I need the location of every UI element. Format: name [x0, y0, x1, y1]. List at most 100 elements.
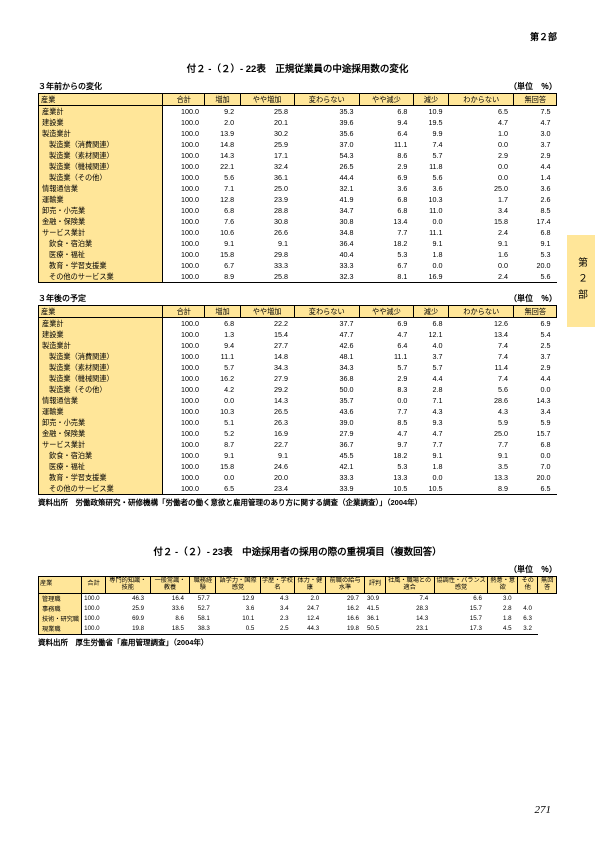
- cell: 18.2: [359, 450, 413, 461]
- cell: 100.0: [163, 351, 205, 362]
- table-row: 産業計100.09.225.835.36.810.96.57.5: [39, 106, 557, 118]
- cell: 16.2: [205, 373, 240, 384]
- row-label: その他のサービス業: [39, 271, 163, 283]
- row-label: 技術・研究職: [39, 614, 82, 624]
- cell: 5.6: [205, 172, 240, 183]
- cell: 1.3: [205, 329, 240, 340]
- cell: 4.7: [359, 428, 413, 439]
- col-header: 無回答: [514, 306, 557, 318]
- cell: 10.5: [413, 483, 448, 495]
- cell: 100.0: [163, 106, 205, 118]
- table-row: 管理職100.046.316.457.712.94.32.029.730.97.…: [39, 593, 557, 604]
- table-row: 医療・福祉100.015.824.642.15.31.83.57.0: [39, 461, 557, 472]
- cell: 2.0: [295, 593, 326, 604]
- cell: 3.6: [216, 604, 261, 614]
- cell: 18.2: [359, 238, 413, 249]
- cell: 8.9: [449, 483, 514, 495]
- cell: 14.3: [240, 395, 294, 406]
- cell: 5.6: [413, 172, 448, 183]
- cell: 19.5: [413, 117, 448, 128]
- cell: 0.5: [216, 624, 261, 635]
- cell: 13.4: [449, 329, 514, 340]
- cell: 100.0: [163, 172, 205, 183]
- col-header: 前職の給与水準: [325, 577, 365, 594]
- cell: 2.0: [205, 117, 240, 128]
- row-label: 製造業（素材関連）: [39, 150, 163, 161]
- cell: 58.1: [190, 614, 216, 624]
- col-header: その他: [518, 577, 538, 594]
- cell: 100.0: [163, 340, 205, 351]
- cell: 100.0: [163, 249, 205, 260]
- cell: 2.9: [449, 150, 514, 161]
- cell: 12.8: [205, 194, 240, 205]
- cell: 17.3: [434, 624, 488, 635]
- cell: 6.8: [205, 205, 240, 216]
- cell: 25.9: [106, 604, 151, 614]
- cell: 3.6: [359, 183, 413, 194]
- col-header: 専門的知識・技能: [106, 577, 151, 594]
- cell: 15.8: [205, 461, 240, 472]
- col-header: 社風・職場との適合: [385, 577, 434, 594]
- cell: 1.8: [413, 461, 448, 472]
- table-row: 飲食・宿泊業100.09.19.136.418.29.19.19.1: [39, 238, 557, 249]
- cell: 44.4: [294, 172, 359, 183]
- table-row: 情報通信業100.07.125.032.13.63.625.03.6: [39, 183, 557, 194]
- cell: 24.6: [240, 461, 294, 472]
- cell: 25.0: [449, 428, 514, 439]
- cell: 4.4: [413, 373, 448, 384]
- cell: 100.0: [163, 139, 205, 150]
- col-header: やや減少: [359, 94, 413, 106]
- cell: 34.3: [240, 362, 294, 373]
- col-header: 無回答: [514, 94, 557, 106]
- cell: 20.0: [240, 472, 294, 483]
- cell: 2.5: [514, 340, 557, 351]
- row-label: 建設業: [39, 329, 163, 340]
- cell: 39.0: [294, 417, 359, 428]
- cell: 100.0: [163, 362, 205, 373]
- table-row: 製造業（素材関連）100.014.317.154.38.65.72.92.9: [39, 150, 557, 161]
- cell: 13.3: [359, 472, 413, 483]
- row-label: 教育・学習支援業: [39, 260, 163, 271]
- cell: 100.0: [82, 604, 106, 614]
- cell: 6.9: [359, 172, 413, 183]
- cell: 0.0: [205, 395, 240, 406]
- cell: 52.7: [190, 604, 216, 614]
- row-label: 製造業（機械関連）: [39, 373, 163, 384]
- cell: 35.7: [294, 395, 359, 406]
- row-label: 飲食・宿泊業: [39, 238, 163, 249]
- table-row: 建設業100.01.315.447.74.712.113.45.4: [39, 329, 557, 340]
- cell: 4.7: [359, 329, 413, 340]
- cell: 14.8: [205, 139, 240, 150]
- table-row: 金融・保険業100.05.216.927.94.74.725.015.7: [39, 428, 557, 439]
- cell: 100.0: [163, 271, 205, 283]
- cell: 34.7: [294, 205, 359, 216]
- col-header: 減少: [413, 306, 448, 318]
- cell: 25.8: [240, 271, 294, 283]
- cell: 0.0: [449, 172, 514, 183]
- cell: 100.0: [163, 183, 205, 194]
- cell: 100.0: [163, 205, 205, 216]
- cell: 34.8: [294, 227, 359, 238]
- cell: 25.0: [240, 183, 294, 194]
- table-row: サービス業計100.010.626.634.87.711.12.46.8: [39, 227, 557, 238]
- col-header: 職務経験: [190, 577, 216, 594]
- cell: 100.0: [163, 395, 205, 406]
- cell: 28.3: [385, 604, 434, 614]
- cell: 14.3: [514, 395, 557, 406]
- cell: 3.0: [514, 128, 557, 139]
- col-header: やや減少: [359, 306, 413, 318]
- cell: 22.1: [205, 161, 240, 172]
- cell: 50.0: [294, 384, 359, 395]
- col-header: 体力・健康: [295, 577, 326, 594]
- row-label: 運輸業: [39, 406, 163, 417]
- row-label: 教育・学習支援業: [39, 472, 163, 483]
- cell: 69.9: [106, 614, 151, 624]
- cell: 1.7: [449, 194, 514, 205]
- cell: 5.6: [514, 271, 557, 283]
- cell: 12.6: [449, 318, 514, 330]
- cell: 6.9: [514, 318, 557, 330]
- row-label: 情報通信業: [39, 395, 163, 406]
- cell: 100.0: [163, 472, 205, 483]
- table1-subtitle-right: （単位 ％）: [509, 81, 557, 92]
- cell: 7.7: [413, 439, 448, 450]
